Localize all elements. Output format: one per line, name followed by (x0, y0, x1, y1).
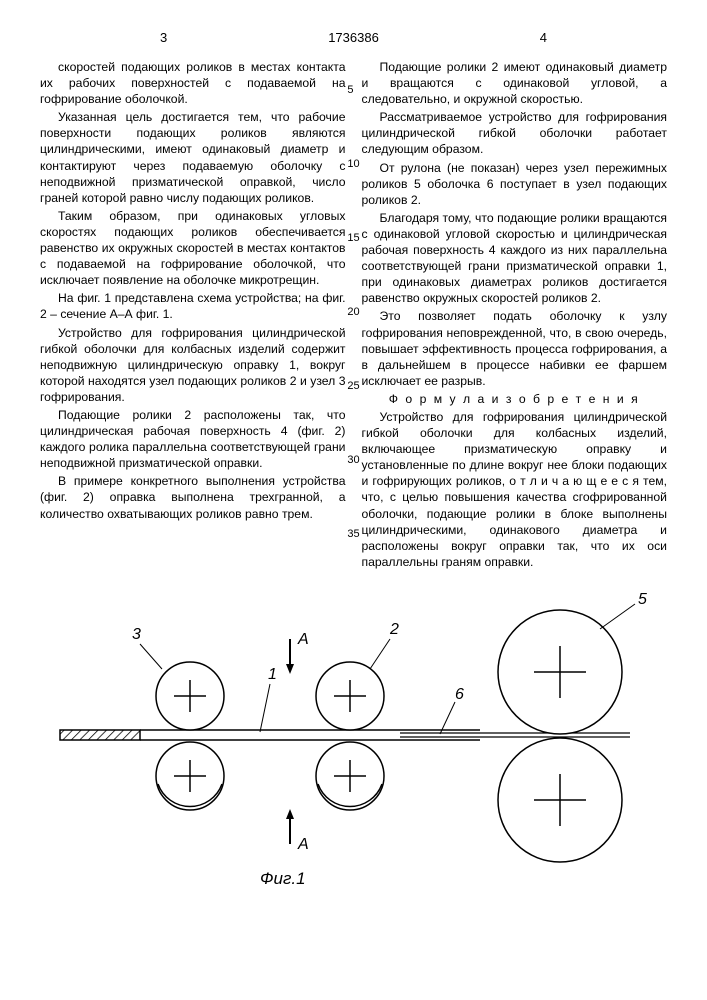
formula-heading: Ф о р м у л а и з о б р е т е н и я (362, 391, 668, 407)
line-marker: 35 (347, 528, 359, 540)
page-header: 3 1736386 4 (40, 30, 667, 45)
mandrel-hatched (60, 730, 140, 740)
paragraph: Подающие ролики 2 имеют одинаковый диаме… (362, 59, 668, 107)
section-marker-top (286, 639, 294, 674)
paragraph: скоростей подающих роликов в местах конт… (40, 59, 346, 107)
line-number-gutter: 5 10 15 20 25 30 35 (347, 84, 359, 540)
page-number-left: 3 (160, 30, 167, 45)
line-marker: 30 (347, 454, 359, 466)
label-1: 1 (268, 666, 277, 683)
paragraph: Устройство для гофрирования цилиндрическ… (362, 409, 668, 570)
paragraph: В примере конкретного выполнения устройс… (40, 473, 346, 521)
label-6: 6 (455, 686, 464, 703)
line-marker: 10 (347, 158, 359, 170)
paragraph: Устройство для гофрирования цилиндрическ… (40, 325, 346, 405)
paragraph: Рассматриваемое устройство для гофрирова… (362, 109, 668, 157)
paragraph: Таким образом, при одинаковых угловых ск… (40, 208, 346, 288)
page-number-right: 4 (540, 30, 547, 45)
line-marker: 25 (347, 380, 359, 392)
label-2: 2 (389, 621, 399, 638)
line-marker: 15 (347, 232, 359, 244)
figure-caption: Фиг.1 (260, 869, 306, 888)
right-column: Подающие ролики 2 имеют одинаковый диаме… (362, 59, 668, 572)
paragraph: Указанная цель достигается тем, что рабо… (40, 109, 346, 206)
paragraph: Это позволяет подать оболочку к узлу гоф… (362, 308, 668, 388)
label-3: 3 (132, 626, 141, 643)
paragraph: Благодаря тому, что подающие ролики вращ… (362, 210, 668, 307)
paragraph: На фиг. 1 представлена схема устройства;… (40, 290, 346, 322)
figure-1: 3 1 2 5 6 А А Фиг.1 (40, 584, 667, 914)
pinch-rollers (498, 610, 622, 862)
left-column: скоростей подающих роликов в местах конт… (40, 59, 346, 572)
line-marker: 20 (347, 306, 359, 318)
section-marker-bottom (286, 809, 294, 844)
section-a-bottom: А (297, 836, 309, 853)
corrugation-unit (156, 662, 224, 810)
figure-svg: 3 1 2 5 6 А А Фиг.1 (40, 584, 667, 894)
paragraph: От рулона (не показан) через узел пережи… (362, 160, 668, 208)
patent-number: 1736386 (167, 30, 540, 45)
section-a-top: А (297, 631, 309, 648)
line-marker: 5 (347, 84, 359, 96)
feed-rollers (316, 662, 384, 810)
label-5: 5 (638, 591, 647, 608)
paragraph: Подающие ролики 2 расположены так, что ц… (40, 407, 346, 471)
